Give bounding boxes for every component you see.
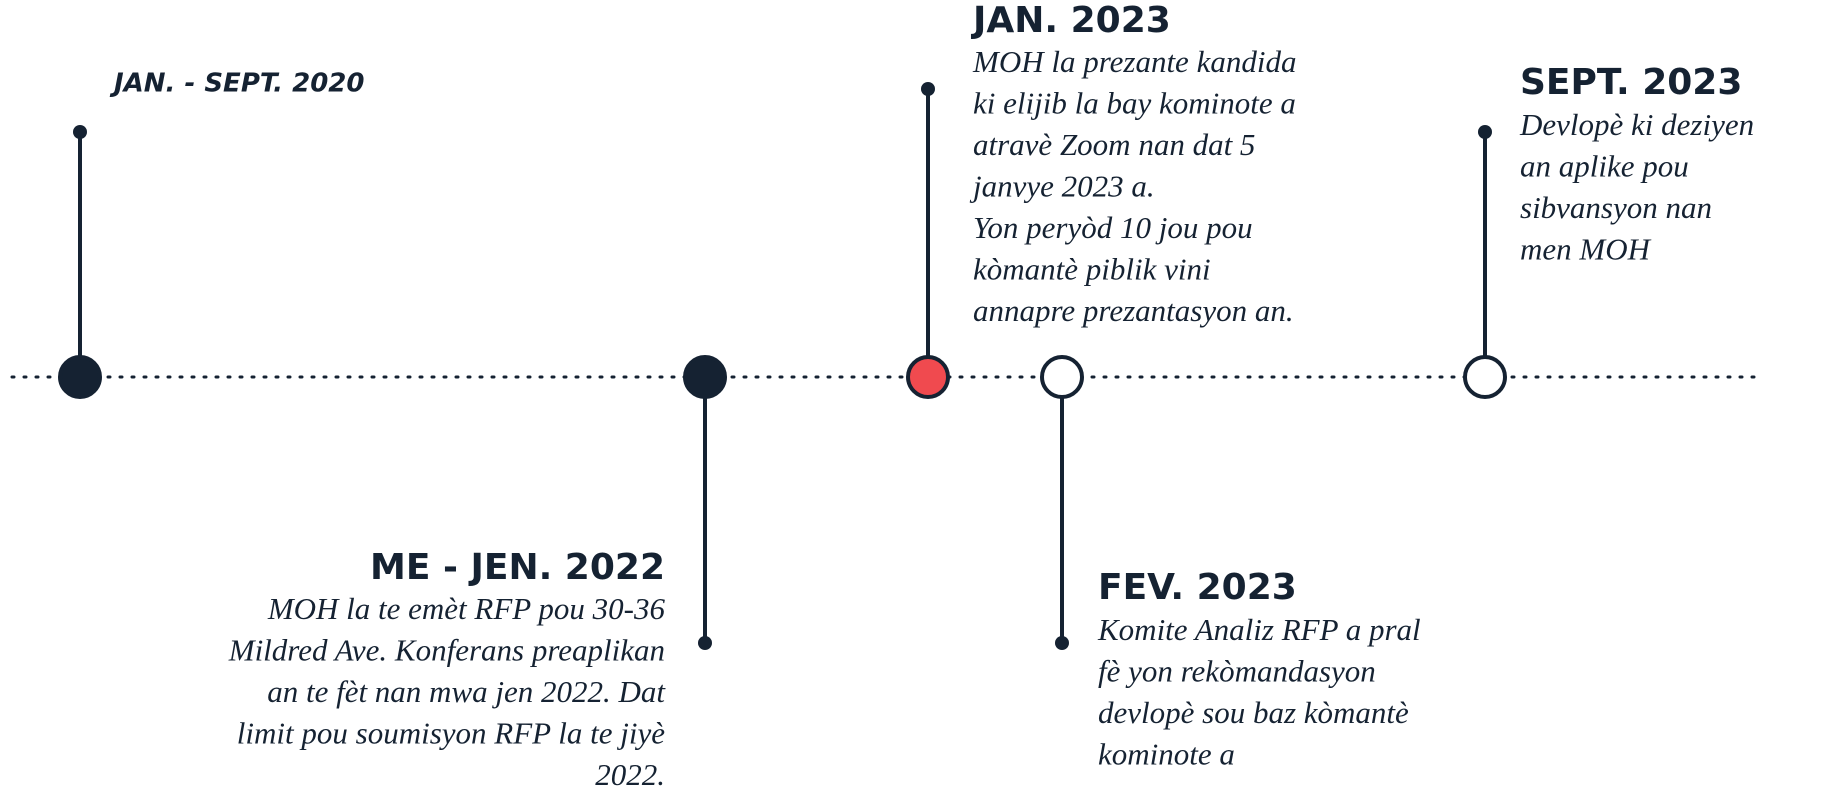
event-text: janvye 2023 a. bbox=[969, 169, 1155, 204]
event-text: an te fèt nan mwa jen 2022. Dat bbox=[267, 674, 666, 709]
event-text: 2022. bbox=[595, 757, 665, 792]
event-text: Devlopè ki deziyen bbox=[1519, 107, 1754, 142]
event-text: devlopè sou baz kòmantè bbox=[1098, 695, 1409, 730]
stem-dot bbox=[921, 82, 935, 96]
event-date: JAN. 2023 bbox=[970, 0, 1171, 41]
stem-dot bbox=[73, 125, 87, 139]
event-marker bbox=[1040, 355, 1084, 399]
event-text: kòmantè piblik vini bbox=[973, 252, 1211, 287]
event-text: annapre prezantasyon an. bbox=[973, 293, 1294, 328]
event-marker bbox=[906, 355, 950, 399]
event-date: ME - JEN. 2022 bbox=[370, 547, 665, 588]
event-marker bbox=[58, 355, 102, 399]
event-date: JAN. - SEPT. 2020 bbox=[109, 69, 364, 99]
event-text: MOH la prezante kandida bbox=[972, 44, 1296, 79]
event-text: men MOH bbox=[1520, 232, 1652, 267]
event-date: FEV. 2023 bbox=[1098, 567, 1297, 608]
event-text: Mildred Ave. Konferans preaplikan bbox=[228, 633, 665, 668]
stem-dot bbox=[1055, 636, 1069, 650]
event-text: kominote a bbox=[1098, 737, 1235, 772]
event-marker bbox=[1463, 355, 1507, 399]
event-text: MOH la te emèt RFP pou 30-36 bbox=[267, 591, 666, 626]
stem-dot bbox=[1478, 125, 1492, 139]
event-text: atravè Zoom nan dat 5 bbox=[973, 127, 1255, 162]
event-text: Komite Analiz RFP a pral bbox=[1097, 612, 1421, 647]
event-text: ki elijib la bay kominote a bbox=[973, 86, 1296, 121]
event-text: Yon peryòd 10 jou pou bbox=[973, 210, 1253, 245]
event-text: limit pou soumisyon RFP la te jiyè bbox=[237, 716, 665, 751]
event-text: fè yon rekòmandasyon bbox=[1098, 654, 1376, 689]
stem-dot bbox=[698, 636, 712, 650]
event-text: sibvansyon nan bbox=[1520, 190, 1712, 225]
event-date: SEPT. 2023 bbox=[1520, 62, 1742, 103]
event-text: an aplike pou bbox=[1520, 149, 1689, 184]
event-marker bbox=[683, 355, 727, 399]
